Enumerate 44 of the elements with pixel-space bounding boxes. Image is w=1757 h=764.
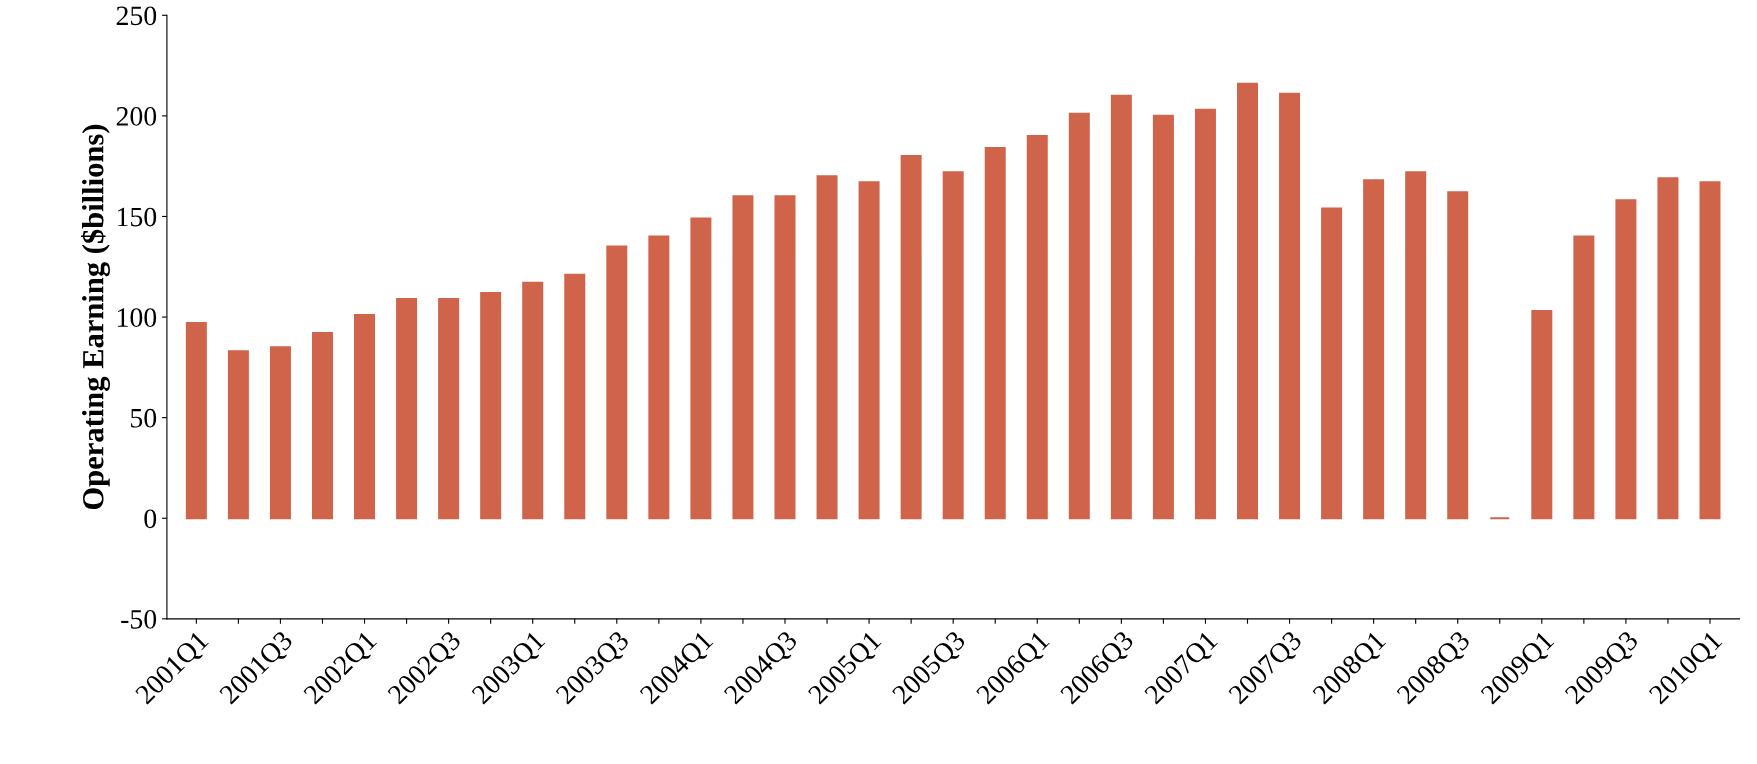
- bar: [690, 217, 712, 520]
- bar: [438, 297, 460, 520]
- y-tick-label: 50: [131, 408, 157, 428]
- bar: [1699, 181, 1721, 520]
- bar: [648, 235, 670, 520]
- y-tick-label: 100: [117, 308, 157, 327]
- bar: [1026, 134, 1048, 520]
- bar: [269, 346, 291, 520]
- bar: [227, 350, 249, 520]
- bar: [1321, 207, 1343, 520]
- bar: [1363, 179, 1385, 520]
- bar: [1279, 92, 1301, 520]
- bar: [774, 195, 796, 520]
- y-tick-label: 0: [144, 509, 157, 529]
- bar: [1615, 199, 1637, 520]
- bar: [1573, 235, 1595, 520]
- bar: [816, 175, 838, 520]
- bar: [1152, 114, 1174, 520]
- bar: [311, 332, 333, 520]
- y-tick-label: 200: [116, 107, 157, 126]
- bar: [480, 291, 502, 520]
- bar: [564, 273, 586, 520]
- y-axis-title: Operating Earning ($billions): [81, 124, 110, 510]
- bar: [1236, 82, 1258, 520]
- bar: [354, 314, 376, 520]
- bar: [984, 147, 1006, 520]
- bar: [732, 195, 754, 520]
- y-tick-label: 150: [117, 207, 157, 227]
- bar: [1447, 191, 1469, 520]
- bar: [522, 281, 544, 520]
- bar: [1194, 108, 1216, 520]
- bar: [942, 171, 964, 520]
- y-tick-label: 250: [116, 6, 157, 26]
- bar: [1110, 94, 1132, 520]
- bar: [1068, 112, 1090, 520]
- bar: [1531, 309, 1553, 520]
- y-tick-label: -50: [121, 610, 157, 629]
- bar: [396, 297, 418, 520]
- bar: [900, 155, 922, 520]
- bar: [858, 181, 880, 520]
- bar: [1657, 177, 1679, 520]
- bar: [606, 245, 628, 520]
- bar: [1405, 171, 1427, 520]
- bar: [185, 322, 207, 520]
